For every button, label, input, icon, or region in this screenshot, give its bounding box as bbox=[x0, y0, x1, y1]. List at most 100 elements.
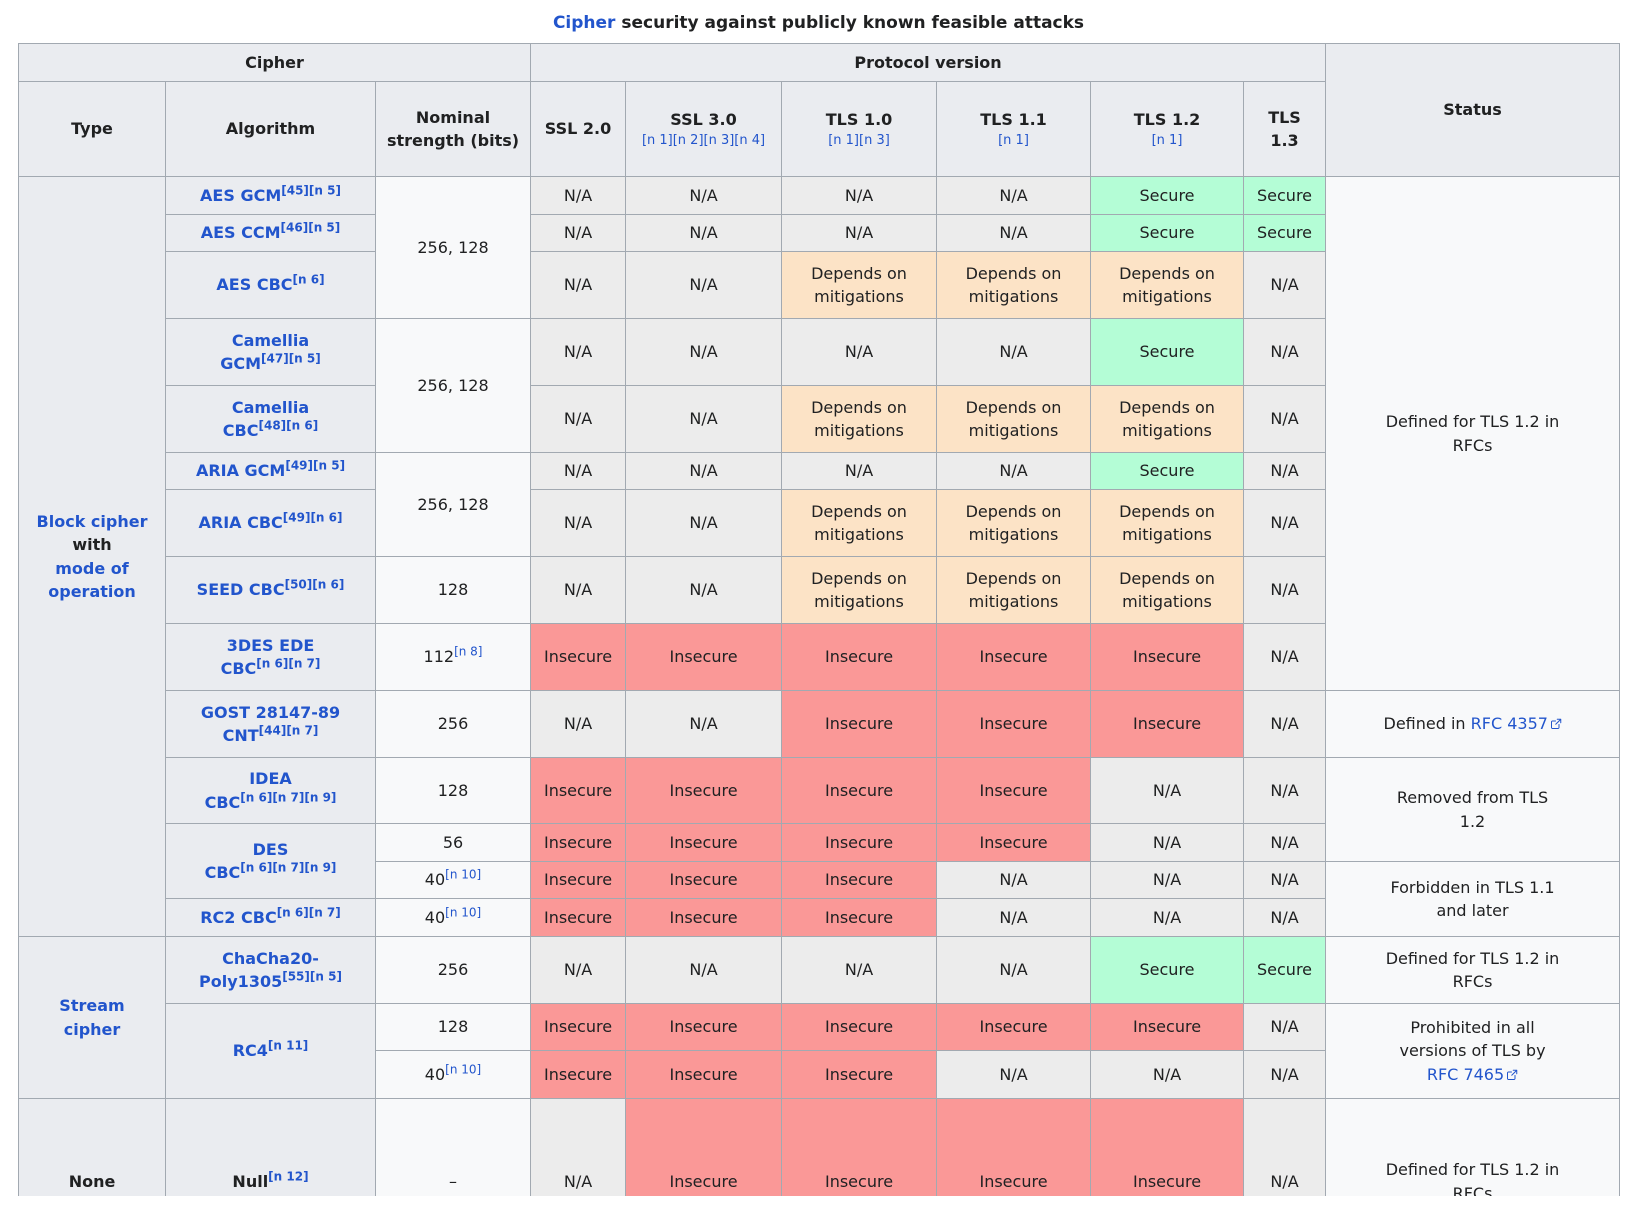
algorithm-link[interactable]: Camellia GCM bbox=[220, 330, 310, 373]
algorithm-refs-link[interactable]: [48][n 6] bbox=[258, 418, 319, 433]
algorithm-cell: AES CBC[n 6] bbox=[165, 251, 376, 319]
table-row: RC2 CBC[n 6][n 7] 40[n 10] Insecure Inse… bbox=[19, 898, 1620, 937]
algorithm-cell: ChaCha20-Poly1305[55][n 5] bbox=[165, 936, 376, 1004]
status-text: Defined in RFC 4357 bbox=[1384, 712, 1562, 735]
algorithm-link[interactable]: AES GCM bbox=[200, 185, 282, 205]
protocol-status-cell: Insecure bbox=[530, 623, 627, 691]
strength-cell: 40[n 10] bbox=[374, 898, 532, 937]
table-row: None Null[n 12] – N/A Insecure Insecure … bbox=[18, 1098, 1621, 1196]
algorithm-cell: Camellia GCM[47][n 5] bbox=[165, 318, 376, 386]
protocol-status-cell: N/A bbox=[530, 1098, 627, 1196]
algorithm-link[interactable]: GOST 28147-89 CNT bbox=[200, 702, 341, 745]
strength-refs-link[interactable]: [n 10] bbox=[445, 1062, 482, 1077]
header-tls13-label: TLS 1.3 bbox=[1268, 107, 1301, 150]
header-type: Type bbox=[18, 81, 166, 177]
status-text-pre: Prohibited in all versions of TLS by bbox=[1399, 1018, 1546, 1061]
type-stream-cipher-cell: Stream cipher bbox=[18, 936, 166, 1099]
algorithm-link[interactable]: 3DES EDE CBC bbox=[220, 635, 315, 678]
strength-refs-link[interactable]: [n 8] bbox=[454, 645, 483, 660]
strength-cell: 128 bbox=[374, 757, 532, 824]
header-group-row: Cipher Protocol version Status bbox=[17, 43, 1621, 177]
protocol-status-cell: Insecure bbox=[530, 1003, 627, 1051]
strength-refs-link[interactable]: [n 10] bbox=[445, 905, 482, 920]
algorithm-link[interactable]: SEED CBC bbox=[196, 580, 285, 600]
table-row: Camellia CBC[48][n 6] N/A N/A Depends on… bbox=[19, 385, 1620, 453]
algorithm-refs-link[interactable]: [n 6][n 7] bbox=[256, 656, 321, 671]
algorithm-link[interactable]: DES CBC bbox=[204, 839, 289, 882]
mode-of-operation-link[interactable]: mode of operation bbox=[48, 558, 136, 601]
protocol-status-cell: N/A bbox=[625, 385, 783, 453]
table-row: SEED CBC[50][n 6] 128 N/A N/A Depends on… bbox=[19, 556, 1620, 624]
algorithm-refs-link[interactable]: [50][n 6] bbox=[284, 578, 345, 593]
algorithm-link[interactable]: Camellia CBC bbox=[222, 397, 310, 440]
protocol-status-cell: N/A bbox=[1090, 823, 1245, 862]
block-cipher-link[interactable]: Block cipher bbox=[36, 512, 148, 532]
protocol-status-cell: N/A bbox=[625, 556, 783, 624]
algorithm-link[interactable]: RC2 CBC bbox=[200, 907, 277, 927]
header-tls11-refs-link[interactable]: [n 1] bbox=[998, 132, 1029, 148]
rfc-4357-link[interactable]: RFC 4357 bbox=[1470, 714, 1548, 734]
protocol-status-cell: N/A bbox=[530, 318, 627, 386]
algorithm-refs-link[interactable]: [n 6][n 7][n 9] bbox=[240, 790, 337, 805]
protocol-status-cell: Insecure bbox=[781, 690, 938, 758]
header-tls12-refs-link[interactable]: [n 1] bbox=[1151, 132, 1183, 148]
algorithm-cell: ARIA CBC[49][n 6] bbox=[165, 489, 376, 557]
stream-cipher-link[interactable]: Stream cipher bbox=[59, 996, 125, 1039]
algorithm-refs-link[interactable]: [46][n 5] bbox=[280, 221, 341, 236]
algorithm-link[interactable]: IDEA CBC bbox=[204, 769, 292, 812]
protocol-status-cell: Depends on mitigations bbox=[936, 251, 1092, 319]
strength-cell: – bbox=[374, 1098, 532, 1196]
protocol-status-cell: N/A bbox=[625, 176, 783, 215]
protocol-status-cell: N/A bbox=[530, 452, 627, 490]
protocol-status-cell: N/A bbox=[1243, 251, 1327, 319]
table-row: AES CCM[46][n 5] N/A N/A N/A N/A Secure … bbox=[19, 214, 1620, 252]
protocol-status-cell: N/A bbox=[1243, 556, 1327, 624]
protocol-status-cell: N/A bbox=[530, 936, 627, 1004]
protocol-status-cell: Insecure bbox=[936, 757, 1092, 824]
algorithm-refs-link[interactable]: [n 6][n 7][n 9] bbox=[240, 860, 337, 875]
status-cell: Prohibited in all versions of TLS by RFC… bbox=[1325, 1003, 1621, 1099]
algorithm-refs-link[interactable]: [n 12] bbox=[268, 1169, 309, 1184]
strength-value: 112 bbox=[423, 647, 455, 667]
protocol-status-cell: Depends on mitigations bbox=[1090, 251, 1245, 319]
protocol-status-cell: N/A bbox=[936, 176, 1092, 215]
algorithm-refs-link[interactable]: [n 11] bbox=[267, 1039, 309, 1054]
algorithm-link[interactable]: AES CCM bbox=[200, 223, 281, 243]
protocol-status-cell: Depends on mitigations bbox=[936, 385, 1092, 453]
protocol-status-cell: N/A bbox=[530, 176, 627, 215]
algorithm-link[interactable]: ChaCha20-Poly1305 bbox=[199, 948, 319, 991]
protocol-status-cell: Secure bbox=[1243, 176, 1327, 215]
algorithm-cell: Camellia CBC[48][n 6] bbox=[165, 385, 376, 453]
rfc-7465-link[interactable]: RFC 7465 bbox=[1426, 1064, 1505, 1084]
cipher-title-link[interactable]: Cipher bbox=[552, 13, 616, 33]
status-cell: Defined for TLS 1.2 in RFCs bbox=[1325, 936, 1621, 1004]
table-row: AES CBC[n 6] N/A N/A Depends on mitigati… bbox=[19, 251, 1620, 319]
algorithm-refs-link[interactable]: [49][n 5] bbox=[285, 459, 346, 474]
strength-cell: 56 bbox=[374, 823, 532, 862]
algorithm-refs-link[interactable]: [49][n 6] bbox=[282, 511, 343, 526]
algorithm-refs-link[interactable]: [47][n 5] bbox=[261, 351, 321, 366]
protocol-status-cell: N/A bbox=[1243, 823, 1327, 862]
strength-cell: 40[n 10] bbox=[374, 861, 532, 899]
algorithm-link[interactable]: ARIA GCM bbox=[195, 461, 286, 481]
protocol-status-cell: N/A bbox=[530, 251, 627, 319]
algorithm-refs-link[interactable]: [44][n 7] bbox=[258, 723, 319, 738]
status-text-pre: Defined in bbox=[1383, 714, 1471, 734]
strength-refs-link[interactable]: [n 10] bbox=[445, 868, 482, 883]
protocol-status-cell: Secure bbox=[1090, 214, 1245, 252]
algorithm-refs-link[interactable]: [55][n 5] bbox=[282, 969, 342, 984]
header-ssl30-refs-link[interactable]: [n 1][n 2][n 3][n 4] bbox=[641, 132, 766, 148]
protocol-status-cell: Insecure bbox=[625, 623, 783, 691]
protocol-status-cell: N/A bbox=[1243, 489, 1327, 557]
protocol-status-cell: Secure bbox=[1243, 936, 1327, 1004]
algorithm-link[interactable]: AES CBC bbox=[216, 275, 293, 295]
algorithm-link[interactable]: RC4 bbox=[232, 1041, 268, 1061]
protocol-status-cell: Insecure bbox=[625, 898, 783, 937]
algorithm-refs-link[interactable]: [n 6] bbox=[292, 273, 325, 288]
header-tls10-refs-link[interactable]: [n 1][n 3] bbox=[828, 132, 890, 148]
algorithm-refs-link[interactable]: [n 6][n 7] bbox=[276, 905, 341, 920]
algorithm-refs-link[interactable]: [45][n 5] bbox=[281, 183, 341, 198]
algorithm-link[interactable]: ARIA CBC bbox=[198, 513, 283, 533]
protocol-status-cell: N/A bbox=[781, 318, 938, 386]
strength-cell: 256, 128 bbox=[374, 452, 532, 557]
